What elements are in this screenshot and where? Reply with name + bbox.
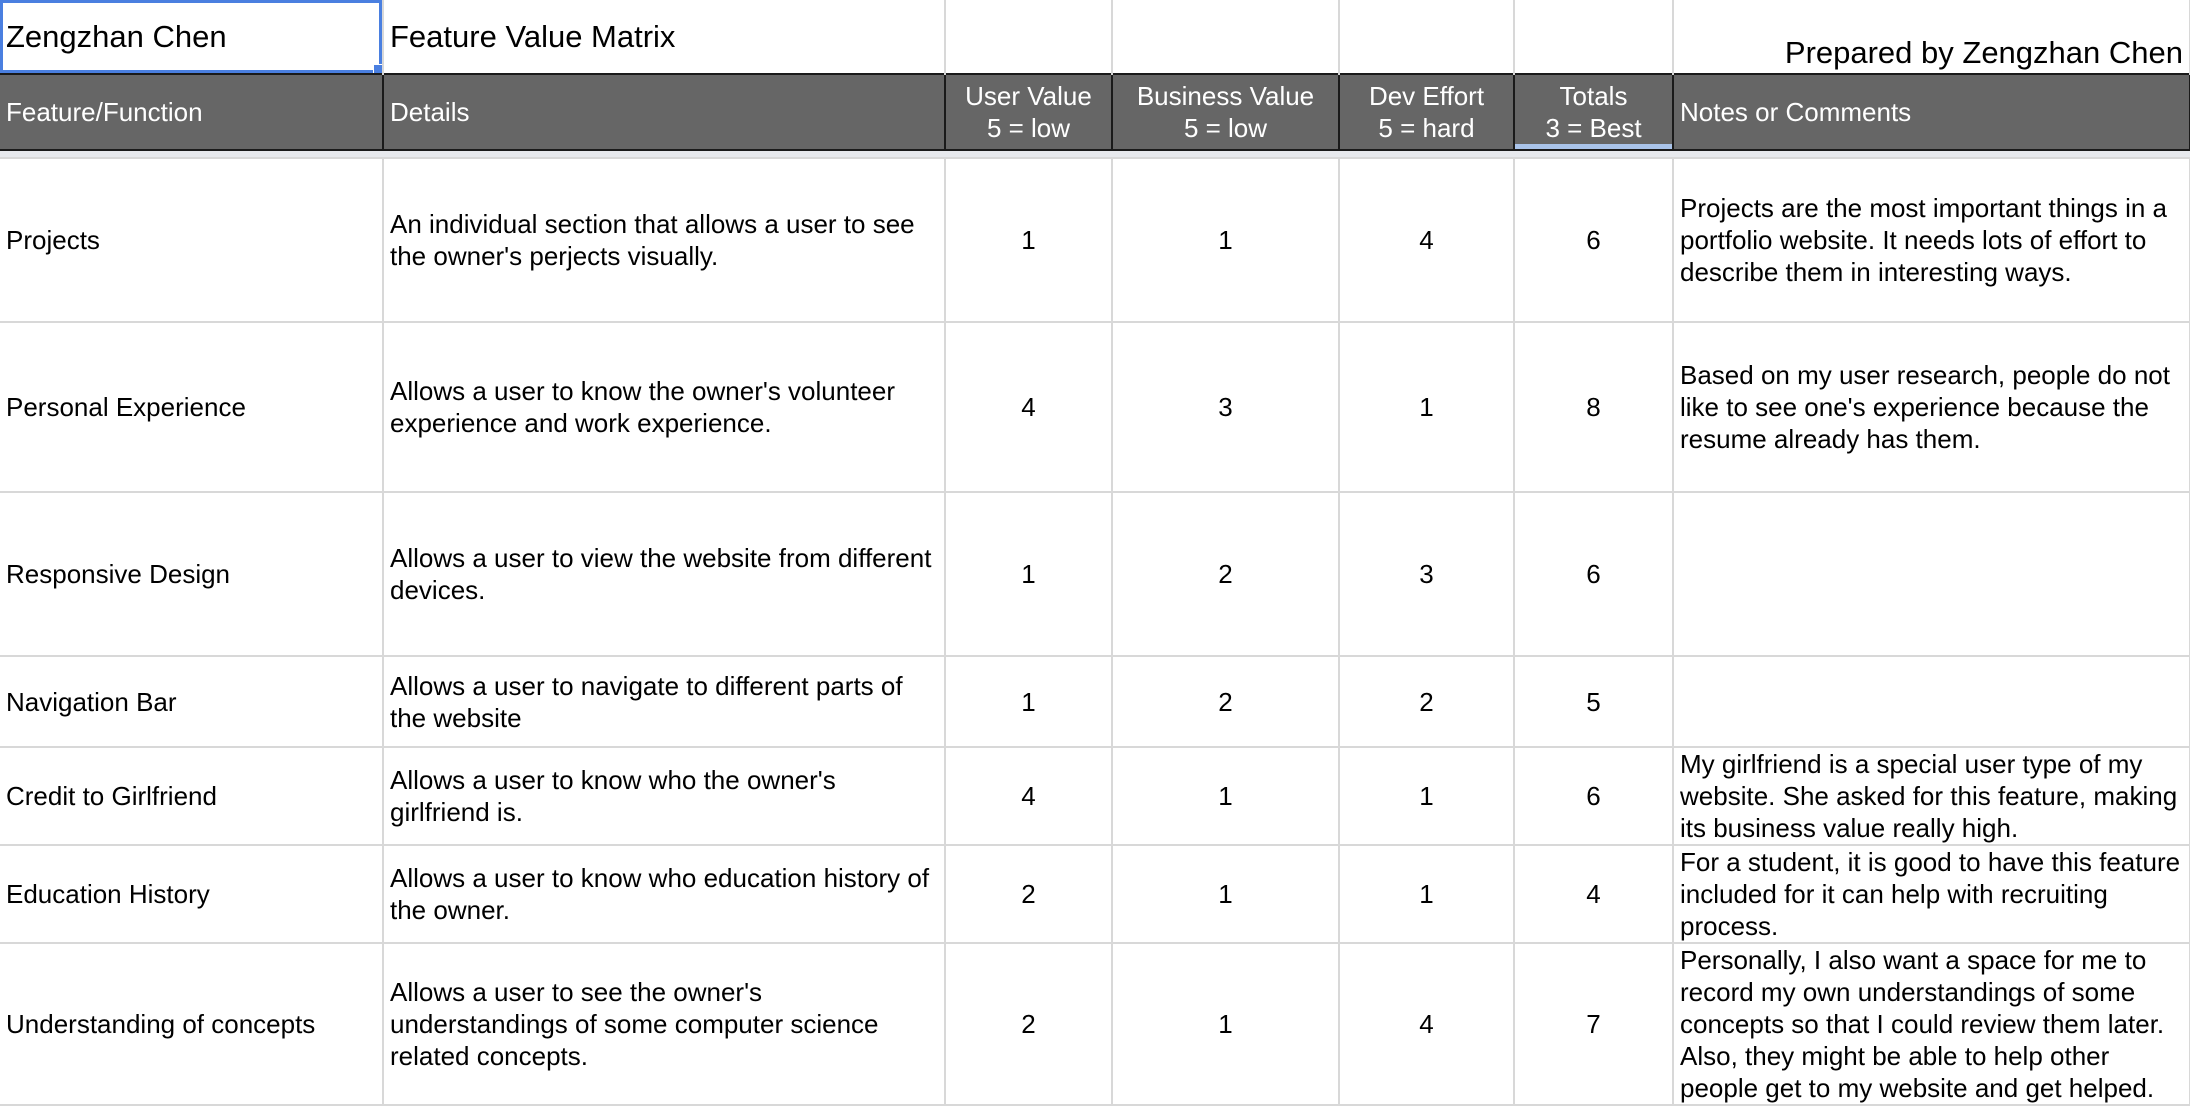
author-text: Zengzhan Chen <box>6 18 227 54</box>
header-totals-scale: 3 = Best <box>1545 113 1642 143</box>
dev-effort-cell[interactable]: 1 <box>1339 747 1515 846</box>
header-dev-effort[interactable]: Dev Effort 5 = hard <box>1339 73 1515 151</box>
user-value-cell[interactable]: 2 <box>945 845 1113 944</box>
header-dev-effort-label: Dev Effort <box>1368 81 1485 111</box>
divider-cell <box>383 150 945 159</box>
title-row: Zengzhan Chen Feature Value Matrix Prepa… <box>0 0 2190 74</box>
details-cell[interactable]: An individual section that allows a user… <box>383 158 946 323</box>
user-value-cell[interactable]: 1 <box>945 492 1113 657</box>
header-user-value-label: User Value <box>965 81 1092 111</box>
header-user-value-scale: 5 = low <box>986 113 1071 143</box>
table-row: Education History Allows a user to know … <box>0 845 2190 944</box>
divider-cell <box>0 150 383 159</box>
business-value-cell[interactable]: 1 <box>1112 747 1340 846</box>
totals-cell[interactable]: 6 <box>1514 158 1674 323</box>
feature-cell[interactable]: Personal Experience <box>0 322 384 493</box>
totals-cell[interactable]: 7 <box>1514 943 1674 1106</box>
business-value-cell[interactable]: 3 <box>1112 322 1340 493</box>
feature-cell[interactable]: Navigation Bar <box>0 656 384 748</box>
details-cell[interactable]: Allows a user to know who the owner's gi… <box>383 747 946 846</box>
empty-cell[interactable] <box>945 0 1113 74</box>
table-row: Personal Experience Allows a user to kno… <box>0 322 2190 493</box>
totals-cell[interactable]: 8 <box>1514 322 1674 493</box>
frozen-divider-row <box>0 150 2190 159</box>
notes-cell[interactable]: My girlfriend is a special user type of … <box>1673 747 2190 846</box>
notes-cell[interactable] <box>1673 656 2190 748</box>
notes-cell[interactable]: Personally, I also want a space for me t… <box>1673 943 2190 1106</box>
header-business-value[interactable]: Business Value 5 = low <box>1112 73 1340 151</box>
feature-cell[interactable]: Projects <box>0 158 384 323</box>
divider-cell <box>1112 150 1339 159</box>
totals-cell[interactable]: 4 <box>1514 845 1674 944</box>
empty-cell[interactable] <box>1514 0 1674 74</box>
feature-cell[interactable]: Education History <box>0 845 384 944</box>
table-row: Navigation Bar Allows a user to navigate… <box>0 656 2190 748</box>
header-totals-label: Totals <box>1559 81 1628 111</box>
header-totals[interactable]: Totals 3 = Best <box>1514 73 1674 151</box>
divider-cell <box>1514 150 1673 159</box>
details-cell[interactable]: Allows a user to navigate to different p… <box>383 656 946 748</box>
user-value-cell[interactable]: 2 <box>945 943 1113 1106</box>
notes-cell[interactable]: Projects are the most important things i… <box>1673 158 2190 323</box>
table-row: Understanding of concepts Allows a user … <box>0 943 2190 1106</box>
details-cell[interactable]: Allows a user to know who education hist… <box>383 845 946 944</box>
totals-cell[interactable]: 6 <box>1514 747 1674 846</box>
details-cell[interactable]: Allows a user to see the owner's underst… <box>383 943 946 1106</box>
feature-cell[interactable]: Credit to Girlfriend <box>0 747 384 846</box>
feature-cell[interactable]: Responsive Design <box>0 492 384 657</box>
dev-effort-cell[interactable]: 1 <box>1339 322 1515 493</box>
header-business-value-label: Business Value <box>1136 81 1315 111</box>
header-row: Feature/Function Details User Value 5 = l… <box>0 73 2190 151</box>
details-cell[interactable]: Allows a user to know the owner's volunt… <box>383 322 946 493</box>
user-value-cell[interactable]: 4 <box>945 322 1113 493</box>
empty-cell[interactable] <box>1112 0 1340 74</box>
header-notes[interactable]: Notes or Comments <box>1673 73 2190 151</box>
header-details[interactable]: Details <box>383 73 946 151</box>
fill-handle[interactable] <box>373 64 381 74</box>
table-row: Responsive Design Allows a user to view … <box>0 492 2190 657</box>
table-row: Credit to Girlfriend Allows a user to kn… <box>0 747 2190 846</box>
empty-cell[interactable] <box>1339 0 1515 74</box>
feature-cell[interactable]: Understanding of concepts <box>0 943 384 1106</box>
details-cell[interactable]: Allows a user to view the website from d… <box>383 492 946 657</box>
divider-cell <box>1339 150 1514 159</box>
user-value-cell[interactable]: 1 <box>945 656 1113 748</box>
notes-cell[interactable]: For a student, it is good to have this f… <box>1673 845 2190 944</box>
business-value-cell[interactable]: 1 <box>1112 158 1340 323</box>
dev-effort-cell[interactable]: 3 <box>1339 492 1515 657</box>
user-value-cell[interactable]: 4 <box>945 747 1113 846</box>
notes-cell[interactable] <box>1673 492 2190 657</box>
business-value-cell[interactable]: 1 <box>1112 845 1340 944</box>
divider-cell <box>945 150 1112 159</box>
totals-cell[interactable]: 6 <box>1514 492 1674 657</box>
table-row: Projects An individual section that allo… <box>0 158 2190 323</box>
dev-effort-cell[interactable]: 2 <box>1339 656 1515 748</box>
dev-effort-cell[interactable]: 4 <box>1339 158 1515 323</box>
divider-cell <box>1673 150 2190 159</box>
dev-effort-cell[interactable]: 4 <box>1339 943 1515 1106</box>
business-value-cell[interactable]: 2 <box>1112 492 1340 657</box>
header-business-value-scale: 5 = low <box>1183 113 1268 143</box>
header-dev-effort-scale: 5 = hard <box>1378 113 1475 143</box>
header-feature[interactable]: Feature/Function <box>0 73 384 151</box>
business-value-cell[interactable]: 2 <box>1112 656 1340 748</box>
header-user-value[interactable]: User Value 5 = low <box>945 73 1113 151</box>
author-cell[interactable]: Zengzhan Chen <box>0 0 384 74</box>
notes-cell[interactable]: Based on my user research, people do not… <box>1673 322 2190 493</box>
dev-effort-cell[interactable]: 1 <box>1339 845 1515 944</box>
prepared-by-cell[interactable]: Prepared by Zengzhan Chen <box>1673 0 2190 74</box>
user-value-cell[interactable]: 1 <box>945 158 1113 323</box>
business-value-cell[interactable]: 1 <box>1112 943 1340 1106</box>
totals-cell[interactable]: 5 <box>1514 656 1674 748</box>
title-cell[interactable]: Feature Value Matrix <box>383 0 946 74</box>
